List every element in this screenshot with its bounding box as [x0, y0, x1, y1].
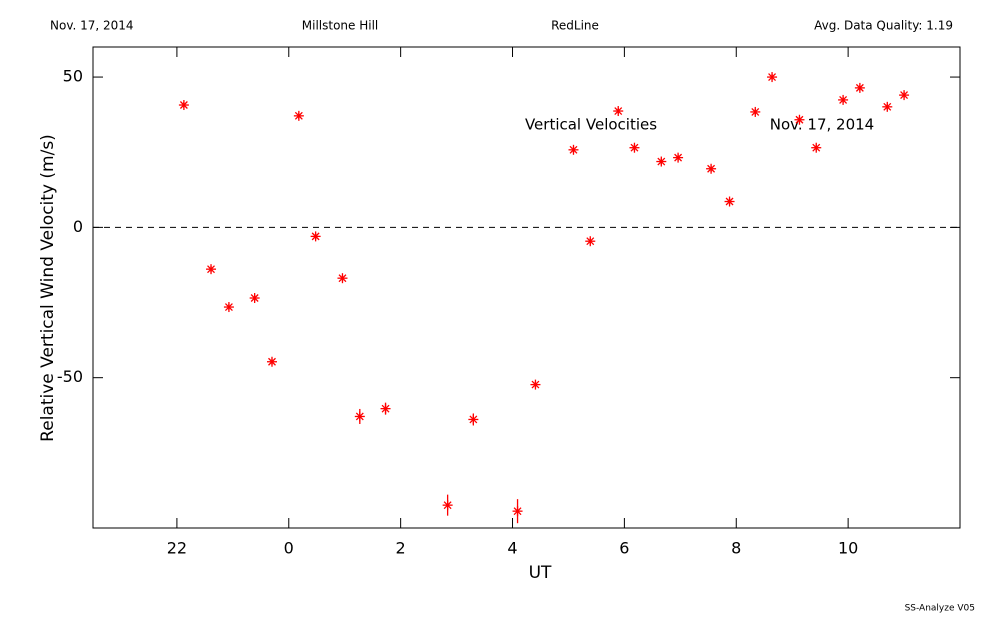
x-tick-label: 6: [619, 539, 629, 558]
data-point: [838, 94, 849, 105]
data-point: [794, 114, 805, 125]
data-point: [656, 156, 667, 167]
data-point: [530, 379, 541, 390]
x-tick-label: 4: [507, 539, 517, 558]
x-tick-label: 0: [284, 539, 294, 558]
annotation: Nov. 17, 2014: [770, 116, 874, 134]
data-point: [854, 82, 865, 93]
x-tick-label: 2: [396, 539, 406, 558]
data-point: [178, 100, 189, 111]
annotation: Vertical Velocities: [525, 116, 657, 134]
data-point: [673, 152, 684, 163]
data-point: [249, 293, 260, 304]
data-point: [811, 142, 822, 153]
header-instrument: RedLine: [551, 19, 599, 33]
data-point: [293, 110, 304, 121]
data-point: [206, 264, 217, 275]
data-point: [882, 101, 893, 112]
y-tick-label: 0: [73, 217, 83, 236]
data-point: [310, 231, 321, 242]
data-point: [613, 106, 624, 117]
data-point: [266, 356, 277, 367]
data-point: [706, 163, 717, 174]
data-point: [750, 106, 761, 117]
data-point: [512, 506, 523, 517]
header-date: Nov. 17, 2014: [50, 19, 134, 33]
data-point: [767, 72, 778, 83]
plot-frame: [92, 46, 961, 529]
data-point: [442, 500, 453, 511]
data-point: [724, 196, 735, 207]
x-axis-label: UT: [529, 563, 552, 583]
x-tick-label: 8: [731, 539, 741, 558]
y-tick-label: -50: [57, 367, 83, 386]
data-point: [629, 142, 640, 153]
x-tick-label: 10: [838, 539, 858, 558]
header-quality: Avg. Data Quality: 1.19: [814, 19, 953, 33]
data-point: [568, 144, 579, 155]
y-tick-label: 50: [63, 67, 83, 86]
data-point: [585, 236, 596, 247]
footer: SS-Analyze V05: [905, 604, 975, 614]
data-point: [468, 414, 479, 425]
data-point: [380, 403, 391, 414]
data-point: [337, 273, 348, 284]
y-axis-label: Relative Vertical Wind Velocity (m/s): [38, 134, 58, 442]
header-site: Millstone Hill: [302, 19, 378, 33]
x-tick-label: 22: [167, 539, 187, 558]
data-point: [223, 302, 234, 313]
data-point: [354, 411, 365, 422]
data-point: [899, 90, 910, 101]
